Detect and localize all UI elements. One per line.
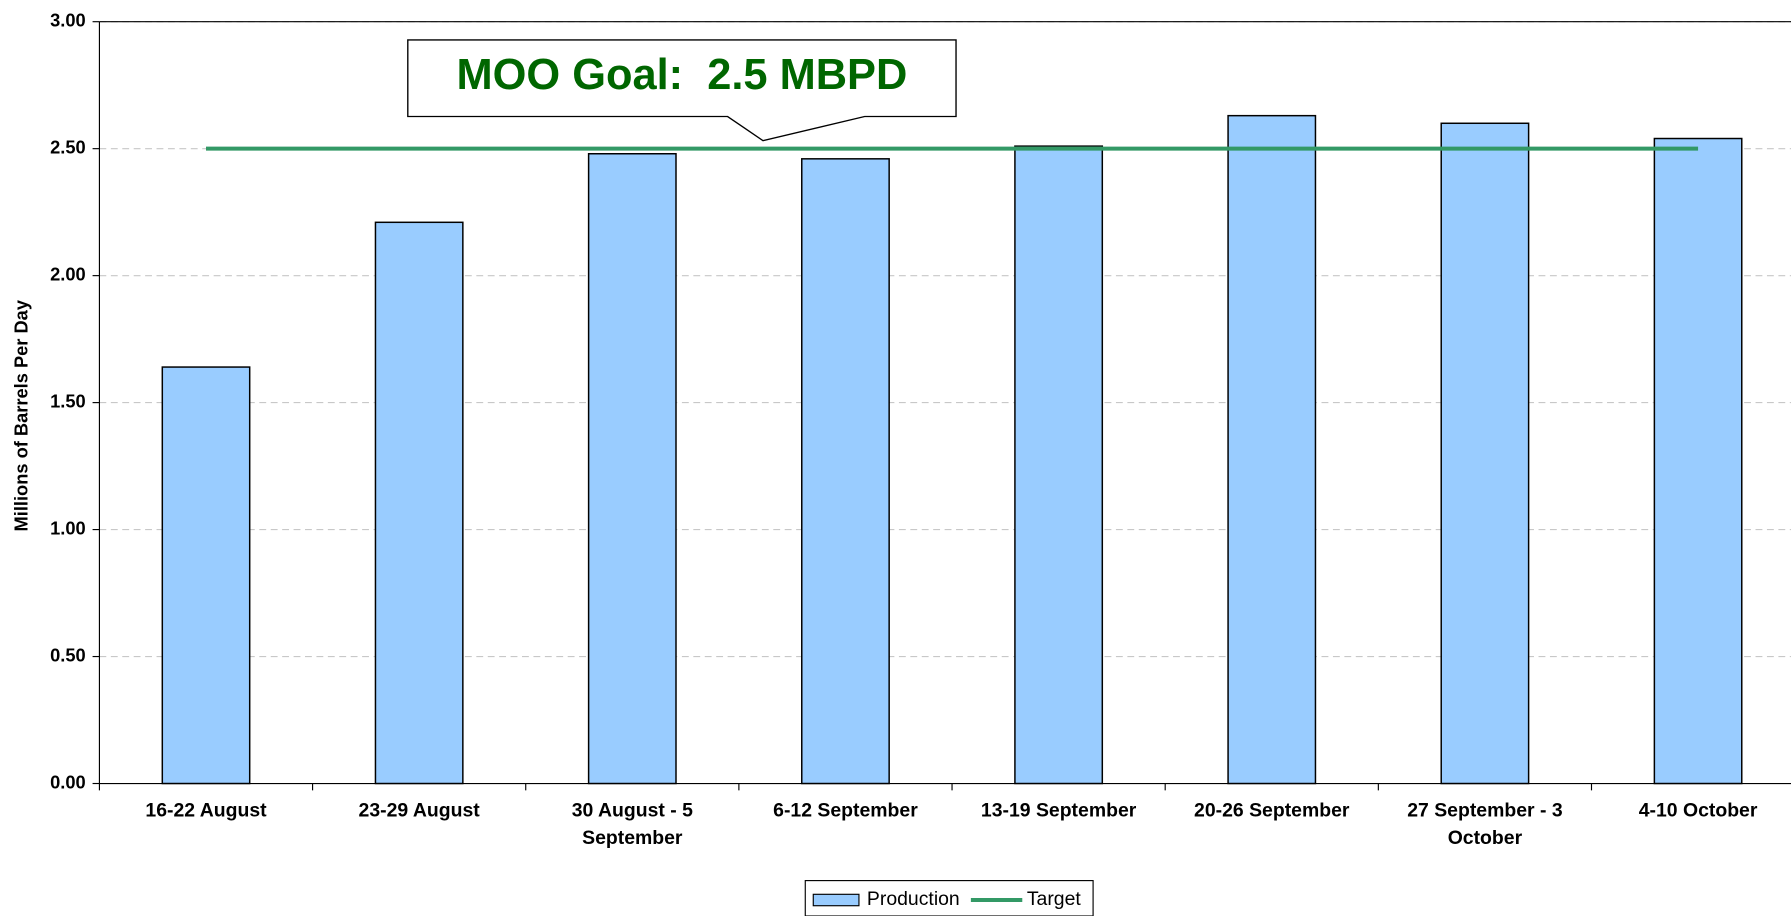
x-tick-label-box: 4-10 October xyxy=(1638,799,1758,822)
bar xyxy=(374,221,464,785)
bar xyxy=(1014,145,1104,785)
x-tick-label: 20-26 September xyxy=(1194,799,1350,822)
y-tick-label: 3.00 xyxy=(50,10,86,31)
legend-label: Production xyxy=(867,888,960,910)
y-axis-label: Millions of Barrels Per Day xyxy=(11,299,32,531)
x-tick-label: 23-29 August xyxy=(358,799,480,822)
y-tick-label: 1.00 xyxy=(50,517,86,538)
legend-swatch xyxy=(812,893,860,907)
legend-label: Target xyxy=(1027,888,1082,910)
y-tick-label: 2.50 xyxy=(50,136,86,157)
bar xyxy=(161,366,251,785)
y-tick-label: 0.50 xyxy=(50,644,86,665)
y-tick-label: 0.00 xyxy=(50,771,86,792)
x-tick-label-box: 30 August - 5 September xyxy=(571,799,693,849)
callout-box xyxy=(407,39,957,142)
x-tick-label-box: 27 September - 3 October xyxy=(1407,799,1563,849)
x-tick-label: 30 August - 5 September xyxy=(571,799,693,849)
bar xyxy=(1440,122,1530,785)
x-tick-label: 4-10 October xyxy=(1638,799,1758,822)
bar xyxy=(1653,137,1743,785)
annotation: MOO Goal: 2.5 MBPD xyxy=(456,51,907,99)
x-tick-label: 27 September - 3 October xyxy=(1407,799,1563,849)
x-tick-label-box: 20-26 September xyxy=(1194,799,1350,822)
x-tick-label: 16-22 August xyxy=(145,799,267,822)
bar xyxy=(587,153,677,785)
bar xyxy=(801,158,890,785)
x-tick-label: 13-19 September xyxy=(980,799,1137,822)
x-tick-label-box: 13-19 September xyxy=(980,799,1137,822)
x-tick-label-box: 6-12 September xyxy=(773,799,918,822)
y-tick-label: 1.50 xyxy=(50,390,86,411)
bar xyxy=(1227,114,1317,785)
y-tick-label: 2.00 xyxy=(50,263,86,284)
x-tick-label-box: 16-22 August xyxy=(145,799,267,822)
x-tick-label-box: 23-29 August xyxy=(358,799,480,822)
x-tick-label: 6-12 September xyxy=(773,799,918,822)
